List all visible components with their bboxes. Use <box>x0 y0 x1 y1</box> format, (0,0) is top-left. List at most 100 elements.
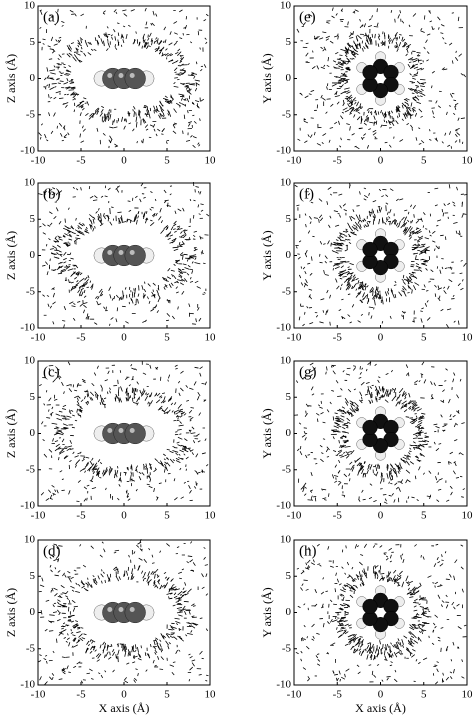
field-arrow <box>339 603 343 606</box>
field-arrow <box>419 452 425 457</box>
field-arrow <box>298 274 302 279</box>
field-arrow <box>417 55 421 57</box>
field-arrow <box>89 112 93 117</box>
field-arrow <box>338 670 341 675</box>
field-arrow <box>363 122 367 126</box>
field-arrow <box>80 106 84 109</box>
field-arrow <box>56 429 63 432</box>
field-arrow <box>200 203 204 206</box>
field-arrow <box>408 275 412 279</box>
field-arrow <box>125 491 128 494</box>
field-arrow <box>408 641 413 645</box>
field-arrow <box>452 414 456 418</box>
field-arrow <box>448 184 451 189</box>
field-arrow <box>177 444 182 447</box>
field-arrow <box>338 454 344 457</box>
field-arrow <box>402 459 406 462</box>
field-arrow <box>408 392 411 398</box>
field-arrow <box>395 120 399 125</box>
field-arrow <box>307 134 310 138</box>
field-arrow <box>373 674 377 678</box>
field-arrow <box>70 287 77 291</box>
field-arrow <box>339 678 341 682</box>
field-arrow <box>116 188 120 193</box>
field-arrow <box>96 300 99 306</box>
field-arrow <box>331 364 335 368</box>
field-arrow <box>405 479 408 484</box>
field-arrow <box>151 554 154 558</box>
field-arrow <box>130 478 135 482</box>
field-arrow <box>305 588 309 591</box>
field-arrow <box>352 233 357 236</box>
field-arrow <box>407 225 412 232</box>
y-tick-label: 10 <box>280 177 292 189</box>
field-arrow <box>369 483 373 486</box>
field-arrow <box>177 436 183 440</box>
field-arrow <box>350 99 353 102</box>
field-arrow <box>412 109 415 113</box>
field-arrow <box>337 262 341 265</box>
field-arrow <box>144 7 147 12</box>
field-arrow <box>49 211 53 215</box>
field-arrow <box>190 276 192 280</box>
field-arrow <box>312 559 315 563</box>
field-arrow <box>338 309 342 312</box>
field-arrow <box>115 474 118 478</box>
field-arrow <box>68 52 73 56</box>
field-arrow <box>417 249 421 252</box>
field-arrow <box>57 609 60 613</box>
field-arrow <box>142 320 147 323</box>
field-arrow <box>372 295 375 300</box>
highlight <box>107 250 113 255</box>
field-arrow <box>407 278 411 281</box>
field-arrow <box>347 66 350 69</box>
field-arrow <box>343 473 348 478</box>
field-arrow <box>357 111 361 114</box>
field-arrow <box>111 36 113 40</box>
field-arrow <box>180 97 183 101</box>
field-arrow <box>349 321 352 324</box>
field-arrow <box>143 104 146 108</box>
field-arrow <box>396 577 398 580</box>
field-arrow <box>160 228 165 234</box>
field-arrow <box>295 651 299 655</box>
field-arrow <box>395 577 400 582</box>
field-arrow <box>49 222 53 226</box>
field-arrow <box>85 279 89 284</box>
field-arrow <box>124 651 127 657</box>
field-arrow <box>321 452 324 454</box>
field-arrow <box>68 279 70 283</box>
field-arrow <box>421 307 424 310</box>
field-arrow <box>83 289 86 294</box>
x-tick-label: 10 <box>462 332 474 344</box>
field-arrow <box>368 496 373 500</box>
field-arrow <box>407 583 411 587</box>
field-arrow <box>167 100 171 103</box>
field-arrow <box>42 439 45 442</box>
field-arrow <box>307 454 311 456</box>
field-arrow <box>332 60 337 63</box>
field-arrow <box>158 47 164 52</box>
field-arrow <box>360 313 364 316</box>
field-arrow <box>331 619 338 623</box>
field-arrow <box>140 183 144 187</box>
field-arrow <box>77 44 80 48</box>
field-arrow <box>58 250 62 253</box>
field-arrow <box>352 99 355 102</box>
field-arrow <box>92 471 96 475</box>
field-arrow <box>63 242 69 247</box>
field-arrow <box>376 209 379 214</box>
field-arrow <box>335 239 339 241</box>
field-arrow <box>340 8 344 12</box>
field-arrow <box>357 671 361 675</box>
molecule <box>93 244 155 267</box>
field-arrow <box>317 35 320 39</box>
field-arrow <box>67 229 71 233</box>
field-arrow <box>353 365 356 367</box>
field-arrow <box>358 377 362 379</box>
field-arrow <box>181 593 187 597</box>
field-arrow <box>77 101 83 107</box>
field-arrow <box>93 48 97 51</box>
field-arrow <box>192 234 196 238</box>
field-arrow <box>342 230 348 233</box>
